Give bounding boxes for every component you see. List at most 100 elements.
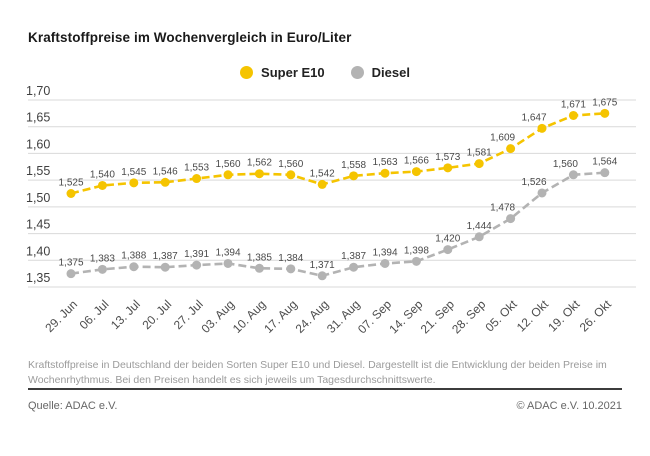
super-e10-point (129, 178, 139, 188)
x-axis-tick: 29. Jun (42, 297, 80, 335)
legend-label-diesel: Diesel (371, 65, 410, 80)
x-axis-tick: 20. Jul (139, 297, 174, 332)
y-axis-tick: 1,65 (26, 111, 50, 125)
legend-label-super-e10: Super E10 (261, 65, 325, 80)
data-point-label: 1,563 (372, 157, 397, 168)
super-e10-point (506, 144, 516, 154)
super-e10-point (600, 108, 610, 118)
x-axis-tick: 24. Aug (293, 297, 332, 336)
source-text: Quelle: ADAC e.V. (28, 400, 118, 412)
diesel-point (254, 263, 264, 273)
data-point-label: 1,375 (58, 258, 83, 269)
y-axis-tick: 1,40 (26, 244, 50, 258)
diesel-point (411, 256, 421, 266)
super-e10-point (537, 123, 547, 133)
data-point-label: 1,546 (153, 166, 178, 177)
data-point-label: 1,385 (247, 252, 272, 263)
diesel-point (537, 188, 547, 198)
data-point-label: 1,562 (247, 158, 272, 169)
chart-footnote: Kraftstoffpreise in Deutschland der beid… (28, 358, 607, 387)
super-e10-point (443, 163, 453, 173)
super-e10-point (66, 189, 76, 198)
super-e10-line (70, 112, 605, 195)
diesel-point (349, 262, 359, 272)
data-point-label: 1,525 (58, 178, 83, 189)
data-point-label: 1,388 (121, 251, 146, 262)
diesel-point (506, 214, 516, 224)
super-e10-point (286, 170, 296, 180)
super-e10-point (254, 169, 264, 179)
super-e10-point (223, 170, 233, 180)
data-point-label: 1,671 (561, 99, 586, 110)
data-point-label: 1,581 (467, 148, 492, 159)
data-point-label: 1,420 (435, 234, 460, 245)
legend-item-diesel: Diesel (350, 65, 410, 80)
data-point-label: 1,398 (404, 245, 429, 256)
footer-divider (28, 388, 622, 390)
super-e10-point (349, 171, 359, 181)
footer-row: Quelle: ADAC e.V. © ADAC e.V. 10.2021 (28, 400, 622, 412)
data-point-label: 1,560 (553, 159, 578, 170)
data-point-label: 1,564 (592, 157, 617, 168)
diesel-point (380, 258, 390, 268)
data-point-label: 1,558 (341, 160, 366, 171)
x-axis-tick: 21. Sep (418, 297, 457, 336)
super-e10-point (568, 110, 578, 120)
y-axis-tick: 1,50 (26, 191, 50, 205)
diesel-point (223, 258, 233, 268)
data-point-label: 1,478 (490, 203, 515, 214)
data-point-label: 1,560 (215, 159, 240, 170)
diesel-point (97, 264, 107, 274)
x-axis-tick: 14. Sep (386, 297, 425, 336)
data-point-label: 1,387 (153, 251, 178, 262)
super-e10-point (160, 177, 170, 187)
super-e10-point (380, 168, 390, 178)
super-e10-point (474, 159, 484, 169)
super-e10-point (411, 167, 421, 177)
data-point-label: 1,394 (372, 247, 397, 258)
data-point-label: 1,609 (490, 133, 515, 144)
x-axis-tick: 17. Aug (261, 297, 300, 336)
diesel-point (192, 260, 202, 270)
y-axis-tick: 1,60 (26, 137, 50, 151)
data-point-label: 1,384 (278, 253, 303, 264)
copyright-text: © ADAC e.V. 10.2021 (516, 400, 622, 412)
diesel-point (568, 170, 578, 180)
data-point-label: 1,394 (215, 247, 240, 258)
x-axis-tick: 12. Okt (514, 297, 552, 335)
data-point-label: 1,444 (467, 221, 492, 232)
data-point-label: 1,560 (278, 159, 303, 170)
x-axis-tick: 31. Aug (324, 297, 363, 336)
diesel-point (474, 232, 484, 242)
x-axis-tick: 06. Jul (77, 297, 112, 332)
diesel-point (129, 262, 139, 272)
diesel-point (600, 168, 610, 178)
x-axis-tick: 13. Jul (108, 297, 143, 332)
legend-item-super-e10: Super E10 (240, 65, 325, 80)
x-axis-tick: 26. Okt (577, 297, 615, 335)
y-axis-tick: 1,35 (26, 271, 50, 285)
diesel-point (286, 264, 296, 274)
data-point-label: 1,545 (121, 167, 146, 178)
diesel-point (443, 245, 453, 255)
diesel-point (66, 269, 76, 279)
data-point-label: 1,383 (90, 253, 115, 264)
y-axis-tick: 1,55 (26, 164, 50, 178)
page-title: Kraftstoffpreise im Wochenvergleich in E… (28, 30, 352, 45)
diesel-point (317, 271, 327, 281)
super-e10-point (192, 174, 202, 184)
super-e10-swatch-icon (240, 66, 254, 79)
x-axis-tick: 19. Okt (545, 297, 583, 335)
data-point-label: 1,387 (341, 251, 366, 262)
y-axis-tick: 1,45 (26, 218, 50, 232)
data-point-label: 1,526 (521, 177, 546, 188)
data-point-label: 1,573 (435, 152, 460, 163)
data-point-label: 1,391 (184, 249, 209, 260)
diesel-swatch-icon (350, 66, 364, 79)
diesel-line (70, 171, 605, 278)
x-axis-tick: 10. Aug (230, 297, 269, 336)
diesel-point (160, 262, 170, 272)
super-e10-point (317, 179, 327, 189)
